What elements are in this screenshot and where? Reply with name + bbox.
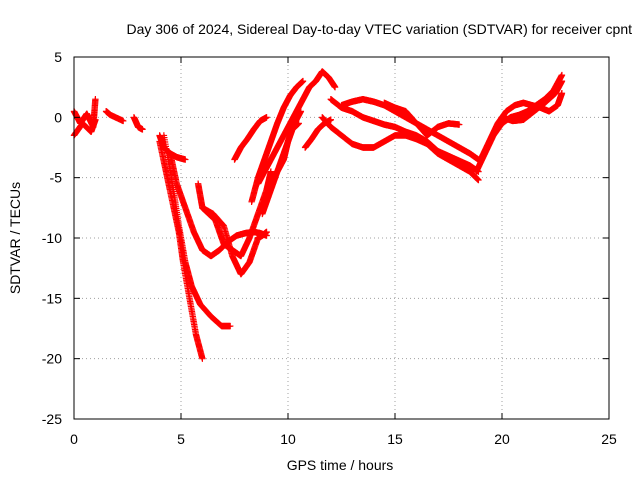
x-tick-labels: 0 5 10 15 20 25 xyxy=(70,431,617,447)
chart-title: Day 306 of 2024, Sidereal Day-to-day VTE… xyxy=(126,21,632,37)
data-point xyxy=(139,126,146,133)
data-point xyxy=(558,77,566,85)
axis-ticks xyxy=(73,56,610,420)
x-axis-label: GPS time / hours xyxy=(287,457,394,473)
data-point xyxy=(92,96,99,103)
data-point xyxy=(558,71,566,79)
y-tick-label: -5 xyxy=(50,170,63,186)
data-point xyxy=(475,176,482,184)
data-points xyxy=(70,68,566,362)
data-point xyxy=(331,83,339,91)
data-point xyxy=(456,121,463,128)
data-point xyxy=(558,90,566,97)
data-point xyxy=(297,108,305,115)
y-axis-label: SDTVAR / TECUs xyxy=(7,182,23,294)
data-point xyxy=(295,120,302,127)
y-tick-labels: -25 -20 -15 -10 -5 0 5 xyxy=(42,49,62,427)
y-tick-label: -15 xyxy=(42,290,62,306)
data-point xyxy=(92,116,99,123)
data-point xyxy=(120,117,127,125)
data-point xyxy=(267,168,275,175)
data-point xyxy=(327,116,334,123)
x-tick-label: 0 xyxy=(70,431,78,447)
y-tick-label: 0 xyxy=(54,109,62,125)
data-point xyxy=(227,322,234,330)
x-tick-label: 10 xyxy=(280,431,296,447)
data-point xyxy=(299,77,307,85)
data-point xyxy=(263,114,270,121)
data-point xyxy=(199,355,206,362)
y-tick-label: -20 xyxy=(42,351,62,367)
y-tick-label: -25 xyxy=(42,411,62,427)
x-tick-label: 5 xyxy=(177,431,185,447)
x-tick-label: 20 xyxy=(494,431,510,447)
x-tick-label: 15 xyxy=(387,431,403,447)
y-tick-label: 5 xyxy=(54,49,62,65)
x-tick-label: 25 xyxy=(601,431,617,447)
data-point xyxy=(182,156,189,163)
data-point xyxy=(263,228,270,236)
y-tick-label: -10 xyxy=(42,230,62,246)
